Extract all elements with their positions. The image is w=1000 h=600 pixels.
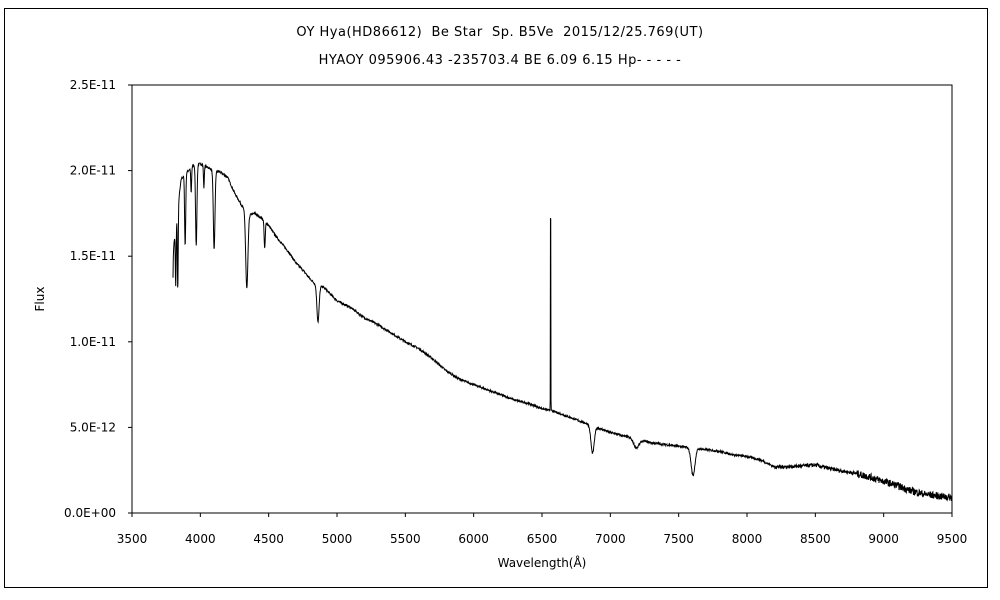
x-tick-label: 7000 [595,532,626,546]
x-tick-label: 6000 [458,532,489,546]
y-tick-label: 5.0E-12 [70,420,116,434]
x-tick-label: 9500 [937,532,968,546]
x-axis-title: Wavelength(Å) [498,555,587,570]
x-tick-label: 6500 [527,532,558,546]
chart-frame [4,8,988,588]
x-tick-label: 5500 [390,532,421,546]
y-tick-label: 1.0E-11 [70,335,116,349]
x-tick-label: 9000 [868,532,899,546]
plot-area [131,84,953,514]
y-tick-label: 2.0E-11 [70,164,116,178]
x-axis: 3500 4000 4500 5000 5500 6000 6500 7000 7500 8000… [117,513,968,546]
x-tick-label: 7500 [663,532,694,546]
x-tick-label: 3500 [117,532,148,546]
x-tick-label: 4000 [185,532,216,546]
y-axis-title: Flux [33,287,47,312]
y-tick-label: 0.0E+00 [64,506,116,520]
y-tick-label: 1.5E-11 [70,249,116,263]
y-axis: 0.0E+00 5.0E-12 1.0E-11 1.5E-11 2.0E-11 2.5E-… [64,78,132,520]
x-tick-label: 8500 [800,532,831,546]
x-tick-label: 4500 [253,532,284,546]
x-tick-label: 5000 [322,532,353,546]
series-line-flux [172,162,953,502]
chart-title: OY Hya(HD86612) Be Star Sp. B5Ve 2015/12… [296,25,704,40]
y-tick-label: 2.5E-11 [70,78,116,92]
x-tick-label: 8000 [732,532,763,546]
chart-subtitle: HYAOY 095906.43 -235703.4 BE 6.09 6.15 H… [318,53,682,68]
